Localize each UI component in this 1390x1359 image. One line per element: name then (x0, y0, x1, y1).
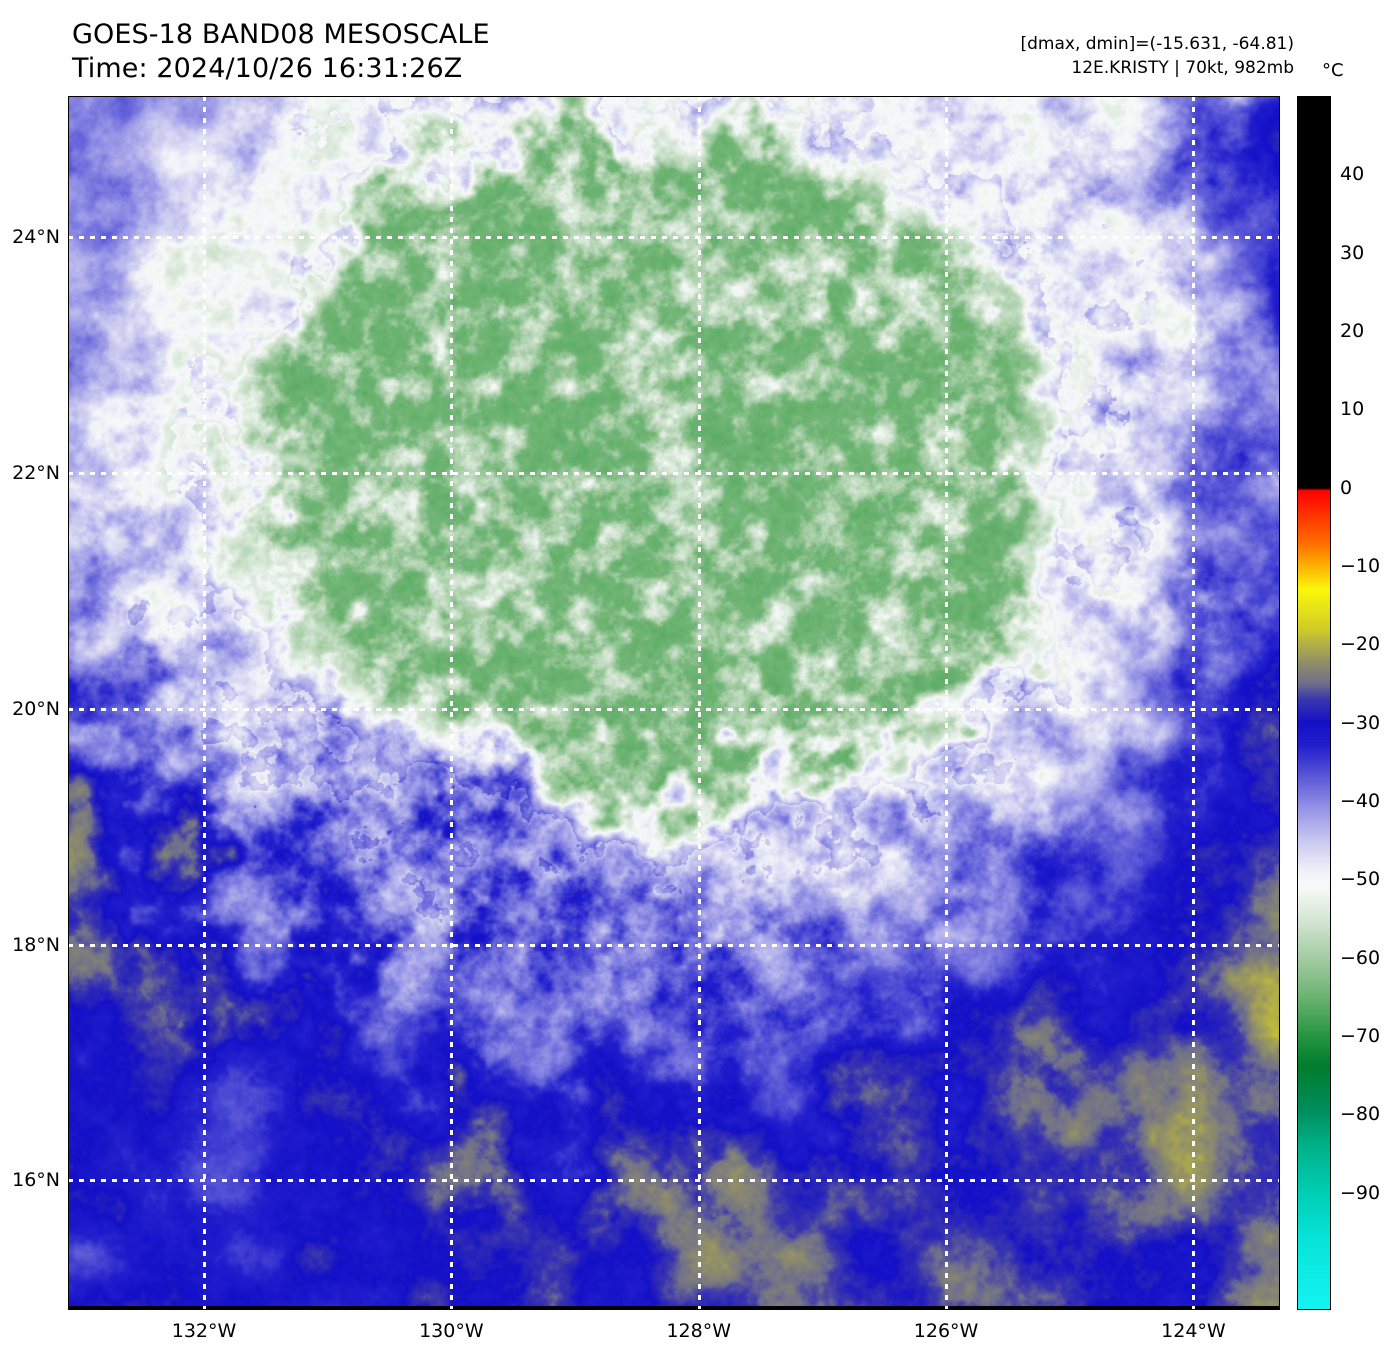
colorbar-tick-label: −50 (1340, 868, 1381, 891)
gridline-longitude (697, 96, 701, 1310)
gridline-longitude (945, 96, 949, 1310)
colorbar-tick-label: −70 (1340, 1024, 1381, 1047)
graticule-layer (68, 96, 1280, 1310)
timestamp-label: Time: 2024/10/26 16:31:26Z (72, 53, 463, 84)
x-axis-tick-label: 126°W (913, 1320, 979, 1342)
colorbar-tick-label: −10 (1340, 554, 1381, 577)
gridline-longitude (450, 96, 454, 1310)
data-range-label: [dmax, dmin]=(-15.631, -64.81) (1020, 34, 1295, 54)
x-axis-tick-label: 130°W (419, 1320, 484, 1342)
gridline-latitude (68, 472, 1280, 476)
colorbar-unit-label: °C (1322, 60, 1344, 81)
gridline-latitude (68, 943, 1280, 947)
storm-info-label: 12E.KRISTY | 70kt, 982mb (1071, 58, 1294, 78)
gridline-latitude (68, 1179, 1280, 1183)
y-axis-tick-label: 20°N (12, 697, 60, 720)
satellite-map-canvas[interactable]: Copyright © 2020-2024 Dapiya (68, 96, 1280, 1310)
colorbar-tick-label: 0 (1340, 476, 1353, 499)
colorbar-tick-label: 40 (1340, 163, 1365, 186)
y-axis-tick-label: 22°N (12, 462, 60, 485)
gridline-latitude (68, 236, 1280, 240)
x-axis-tick-label: 132°W (171, 1320, 237, 1342)
gridline-longitude (1192, 96, 1196, 1310)
colorbar-tick-label: 10 (1340, 398, 1365, 421)
colorbar[interactable] (1297, 96, 1331, 1310)
colorbar-tick-label: −40 (1340, 789, 1381, 812)
x-axis-tick-label: 124°W (1161, 1320, 1226, 1342)
y-axis-tick-label: 24°N (12, 226, 60, 249)
y-axis-tick-label: 18°N (12, 933, 60, 956)
colorbar-tick-label: 30 (1340, 241, 1365, 264)
colorbar-tick-label: −20 (1340, 633, 1381, 656)
metadata-block: [dmax, dmin]=(-15.631, -64.81) 12E.KRIST… (1021, 32, 1295, 80)
page-title: GOES-18 BAND08 MESOSCALE Time: 2024/10/2… (72, 18, 490, 86)
colorbar-tick-label: −60 (1340, 946, 1381, 969)
colorbar-tick-label: 20 (1340, 319, 1365, 342)
gridline-latitude (68, 707, 1280, 711)
colorbar-tick-label: −90 (1340, 1181, 1381, 1204)
product-title: GOES-18 BAND08 MESOSCALE (72, 19, 490, 50)
y-axis-tick-label: 16°N (12, 1169, 60, 1192)
x-axis-tick-label: 128°W (666, 1320, 732, 1342)
colorbar-tick-label: −30 (1340, 711, 1381, 734)
gridline-longitude (203, 96, 207, 1310)
colorbar-tick-label: −80 (1340, 1103, 1381, 1126)
colorbar-gradient (1298, 97, 1330, 1309)
